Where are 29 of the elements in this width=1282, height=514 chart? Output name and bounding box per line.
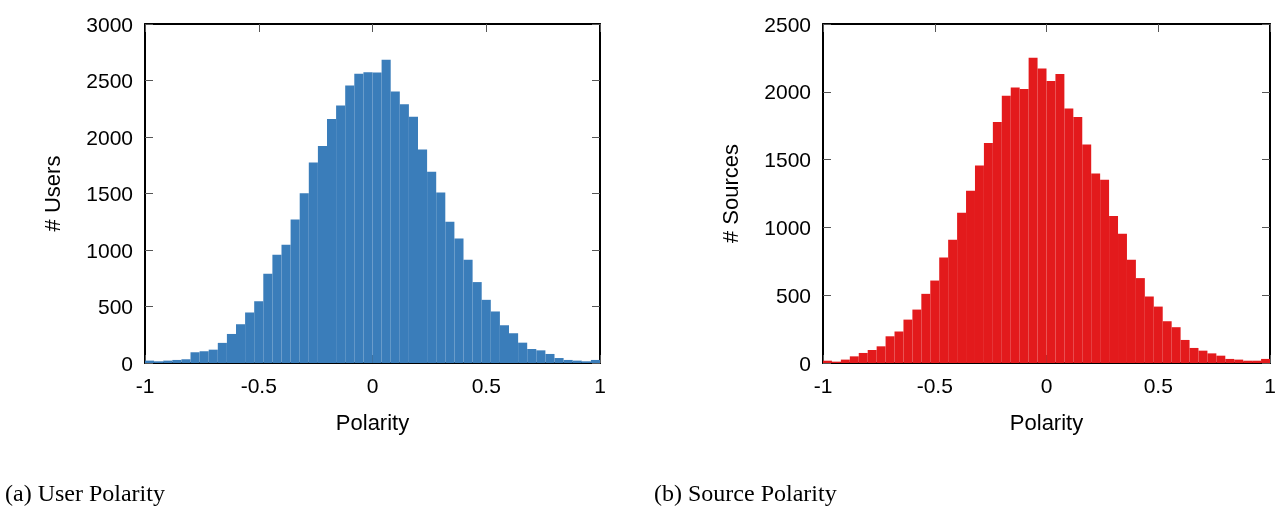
x-tick-label: 0.5 [471, 374, 501, 397]
y-tick-label: 1500 [764, 148, 811, 172]
x-tick-label: 0 [366, 374, 379, 397]
text: (a) User Polarity [5, 480, 165, 506]
y-tick-label: 2000 [86, 125, 133, 149]
x-tick-label: 0 [1040, 374, 1053, 397]
x-tick-label: 0.5 [1143, 374, 1173, 397]
y-axis-title: # Users [39, 155, 65, 232]
y-tick-label: 2500 [86, 69, 133, 92]
x-tick-label: -1 [813, 374, 833, 397]
y-tick-label: 0 [121, 351, 133, 375]
x-tick-label: -1 [135, 374, 155, 397]
y-tick-label: 0 [799, 351, 811, 375]
y-axis-title: # Sources [717, 143, 743, 244]
x-tick-label: -0.5 [916, 374, 953, 397]
y-tick-label: 500 [775, 283, 811, 307]
y-tick-label: 2500 [764, 12, 811, 36]
y-tick-label: 500 [97, 295, 133, 318]
x-tick-label: 1 [594, 374, 606, 397]
x-axis-title: Polarity [1009, 409, 1084, 435]
text: (b) Source Polarity [654, 480, 837, 506]
y-tick-label: 1000 [764, 215, 811, 239]
x-tick-label: -0.5 [240, 374, 277, 397]
y-tick-label: 3000 [86, 12, 133, 36]
x-tick-label: 1 [1264, 374, 1276, 397]
y-tick-label: 2000 [764, 80, 811, 104]
y-tick-label: 1500 [86, 182, 133, 205]
x-axis-title: Polarity [335, 409, 410, 435]
y-tick-label: 1000 [86, 238, 133, 262]
